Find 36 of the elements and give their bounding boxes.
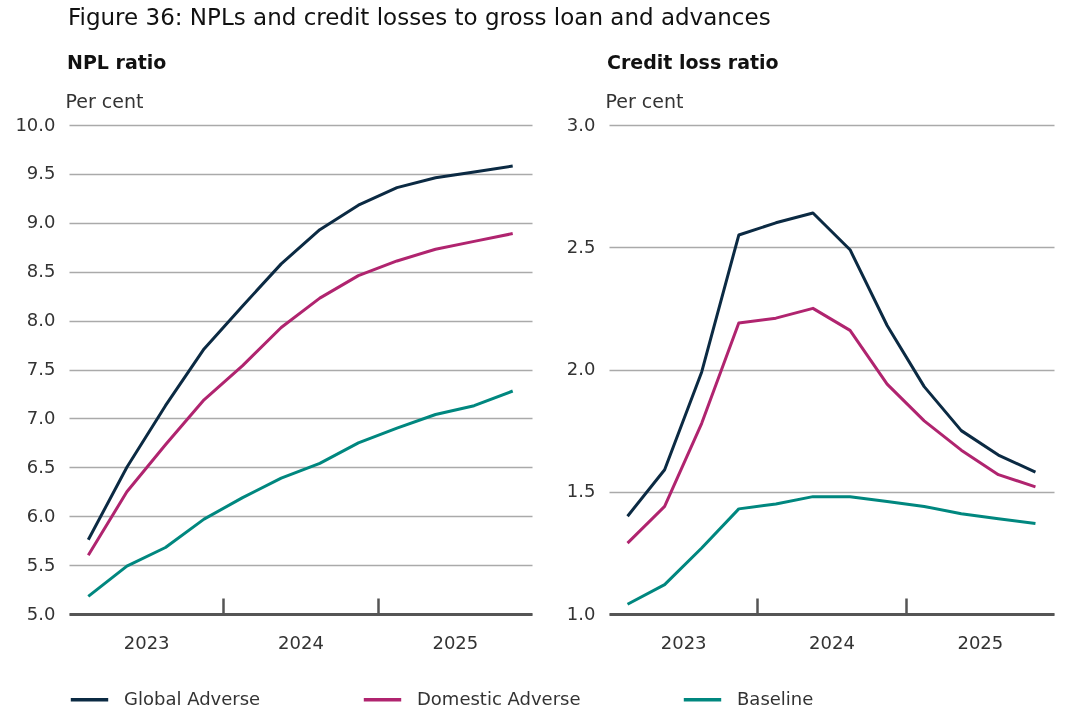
y-tick-label: 5.5 — [26, 553, 56, 575]
line-series — [626, 306, 1037, 545]
chart-subtitle: Credit loss ratio — [607, 51, 779, 73]
legend-label: Global Adverse — [124, 687, 261, 707]
y-tick-label: 1.0 — [566, 602, 596, 624]
legend-label: Baseline — [737, 687, 814, 707]
y-axis-title: Per cent — [605, 89, 684, 112]
y-tick-label: 9.5 — [26, 162, 56, 184]
line-series — [626, 211, 1037, 518]
x-tick-label: 2023 — [660, 631, 707, 653]
legend-label: Domestic Adverse — [417, 687, 581, 707]
y-tick-label: 6.0 — [26, 504, 56, 526]
y-tick-label: 9.0 — [26, 211, 56, 233]
y-tick-label: 10.0 — [15, 113, 56, 135]
y-tick-label: 7.0 — [26, 406, 56, 428]
x-tick-label: 2023 — [123, 631, 170, 653]
x-tick-label: 2024 — [809, 631, 855, 653]
chart-subtitle: NPL ratio — [67, 51, 167, 73]
line-series — [86, 232, 515, 557]
y-tick-label: 1.5 — [566, 480, 596, 502]
x-tick-label: 2025 — [432, 631, 479, 653]
y-axis-title: Per cent — [65, 89, 144, 112]
y-tick-label: 6.5 — [26, 455, 56, 477]
y-tick-label: 7.5 — [26, 358, 56, 379]
x-tick-label: 2024 — [278, 631, 324, 653]
y-tick-label: 3.0 — [566, 113, 596, 135]
y-tick-label: 5.0 — [26, 602, 56, 624]
x-tick-label: 2025 — [957, 631, 1004, 653]
line-series — [86, 164, 515, 542]
y-tick-label: 8.0 — [26, 309, 56, 331]
y-tick-label: 2.5 — [566, 235, 596, 257]
y-tick-label: 2.0 — [566, 358, 596, 379]
line-series — [626, 495, 1037, 606]
line-series — [86, 389, 515, 598]
chart-title: Figure 36: NPLs and credit losses to gross loan and advances — [68, 4, 771, 30]
y-tick-label: 8.5 — [26, 260, 56, 282]
